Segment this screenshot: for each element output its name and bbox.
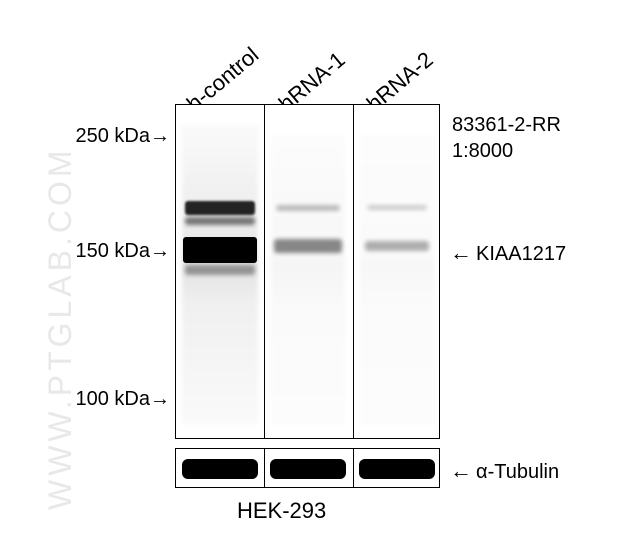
arrow-right-icon: → (150, 125, 170, 147)
cell-line-label: HEK-293 (237, 498, 326, 524)
tubulin-blot-frame (175, 448, 440, 488)
lane-smear (182, 125, 258, 425)
band (367, 205, 427, 210)
mw-marker-100: 100 kDa→ (60, 388, 170, 411)
mw-marker-250: 250 kDa→ (60, 125, 170, 148)
band (274, 239, 342, 253)
arrow-right-icon: → (150, 388, 170, 410)
mw-label: 150 kDa (76, 240, 151, 262)
western-blot-figure: WWW.PTGLAB.COM sh-control shRNA-1 shRNA-… (0, 0, 640, 550)
loading-control-label: ←α-Tubulin (450, 458, 559, 484)
antibody-dilution: 1:8000 (452, 138, 561, 164)
loading-name: α-Tubulin (476, 461, 559, 483)
band (185, 217, 255, 225)
antibody-info: 83361-2-RR 1:8000 (452, 112, 561, 164)
mw-marker-150: 150 kDa→ (60, 240, 170, 263)
lane-smear (271, 135, 345, 425)
tubulin-band (359, 459, 435, 479)
watermark-text: WWW.PTGLAB.COM (42, 146, 79, 510)
band (185, 265, 255, 275)
antibody-catalog: 83361-2-RR (452, 112, 561, 138)
lane-divider (264, 105, 265, 438)
band (276, 205, 340, 211)
arrow-left-icon: ← (450, 458, 472, 483)
lane-smear (360, 135, 434, 425)
target-protein-label: ←KIAA1217 (450, 240, 566, 266)
band (183, 237, 257, 263)
band (365, 241, 429, 251)
lane-divider (353, 105, 354, 438)
lane-divider (353, 449, 354, 487)
band (185, 201, 255, 215)
arrow-right-icon: → (150, 240, 170, 262)
lane-divider (264, 449, 265, 487)
tubulin-band (182, 459, 258, 479)
arrow-left-icon: ← (450, 240, 472, 265)
tubulin-band (270, 459, 346, 479)
main-blot-frame (175, 104, 440, 439)
target-name: KIAA1217 (476, 243, 566, 265)
mw-label: 250 kDa (76, 125, 151, 147)
mw-label: 100 kDa (76, 388, 151, 410)
